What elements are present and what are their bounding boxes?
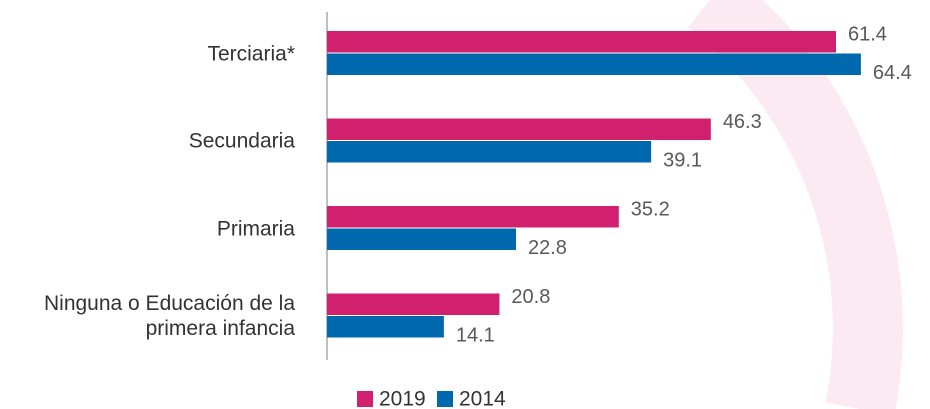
bar bbox=[327, 228, 517, 250]
bar bbox=[327, 118, 711, 140]
bar bbox=[327, 141, 652, 163]
value-label: 46.3 bbox=[723, 111, 762, 133]
bar bbox=[327, 293, 500, 315]
value-label: 22.8 bbox=[528, 237, 567, 259]
category-label: Secundaria bbox=[188, 129, 295, 153]
category-label: Terciaria* bbox=[207, 42, 295, 65]
value-label: 61.4 bbox=[848, 23, 887, 45]
bar bbox=[327, 31, 837, 53]
value-label: 64.4 bbox=[873, 62, 912, 84]
value-label: 35.2 bbox=[631, 198, 670, 220]
value-label: 14.1 bbox=[456, 324, 495, 346]
legend-label: 2019 bbox=[379, 388, 426, 409]
value-label: 20.8 bbox=[511, 286, 550, 308]
legend-label: 2014 bbox=[459, 388, 506, 409]
value-label: 39.1 bbox=[663, 149, 702, 171]
category-label: Ninguna o Educación de la primera infanc… bbox=[43, 292, 295, 340]
legend-swatch bbox=[437, 391, 453, 407]
bar bbox=[327, 53, 861, 75]
bar bbox=[327, 206, 619, 228]
bar bbox=[327, 316, 444, 338]
legend-swatch bbox=[357, 391, 373, 407]
category-label: Primaria bbox=[216, 217, 295, 240]
